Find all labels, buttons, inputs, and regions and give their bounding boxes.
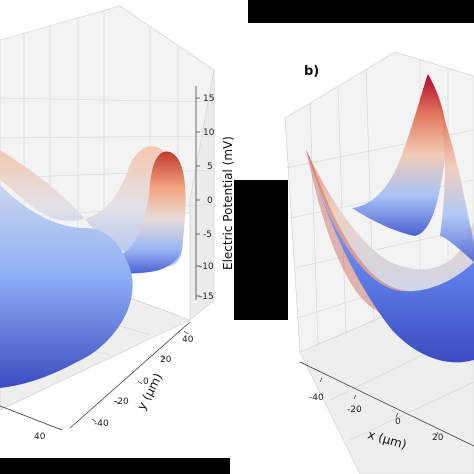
z-tick-label: 10 xyxy=(203,128,215,138)
panel-b: -40 -20 0 20 x (μm) b) xyxy=(284,51,474,474)
y-axis-label: y (μm) xyxy=(134,371,165,413)
mask-top-right xyxy=(248,0,474,23)
y-tick-label: -40 xyxy=(94,419,109,429)
surface-b-left-edge xyxy=(306,150,474,318)
mask-middle xyxy=(234,180,288,320)
surface-a-front xyxy=(0,185,133,388)
panel-label-b: b) xyxy=(304,64,319,79)
x-axis-a: 40 xyxy=(0,405,63,442)
x-tick-label: -20 xyxy=(347,405,362,415)
z-tick-label: -15 xyxy=(199,292,214,302)
y-tick-label: 40 xyxy=(182,335,194,345)
z-axis-a: 15 10 5 0 -5 -10 -15 Electric Potential … xyxy=(195,86,235,302)
y-tick-label: 20 xyxy=(160,355,172,365)
z-tick-label: -5 xyxy=(203,230,212,240)
surface-a-ridge xyxy=(82,151,186,274)
surface-b-front xyxy=(305,150,474,363)
surface-a xyxy=(0,146,186,388)
x-tick-label: 20 xyxy=(432,433,444,443)
surface-a-back xyxy=(0,146,183,267)
panel-a: 15 10 5 0 -5 -10 -15 Electric Potential … xyxy=(0,5,235,442)
x-tick-label: 40 xyxy=(34,432,46,442)
y-tick-label: -20 xyxy=(114,397,129,407)
surface-b xyxy=(305,74,474,363)
surface-b-peak xyxy=(352,74,447,236)
z-tick-label: 5 xyxy=(207,162,213,172)
x-tick-label: 0 xyxy=(395,417,401,427)
z-tick-label: 15 xyxy=(203,94,214,104)
y-tick-label: 0 xyxy=(143,377,149,387)
z-tick-label: 0 xyxy=(207,196,213,206)
surface-b-left-wing xyxy=(306,150,474,313)
z-axis-label: Electric Potential (mV) xyxy=(221,136,235,270)
z-tick-label: -10 xyxy=(199,262,214,272)
surface-b-peak-side xyxy=(428,74,474,262)
mask-bottom-left xyxy=(0,458,230,474)
x-tick-label: -40 xyxy=(309,393,324,403)
